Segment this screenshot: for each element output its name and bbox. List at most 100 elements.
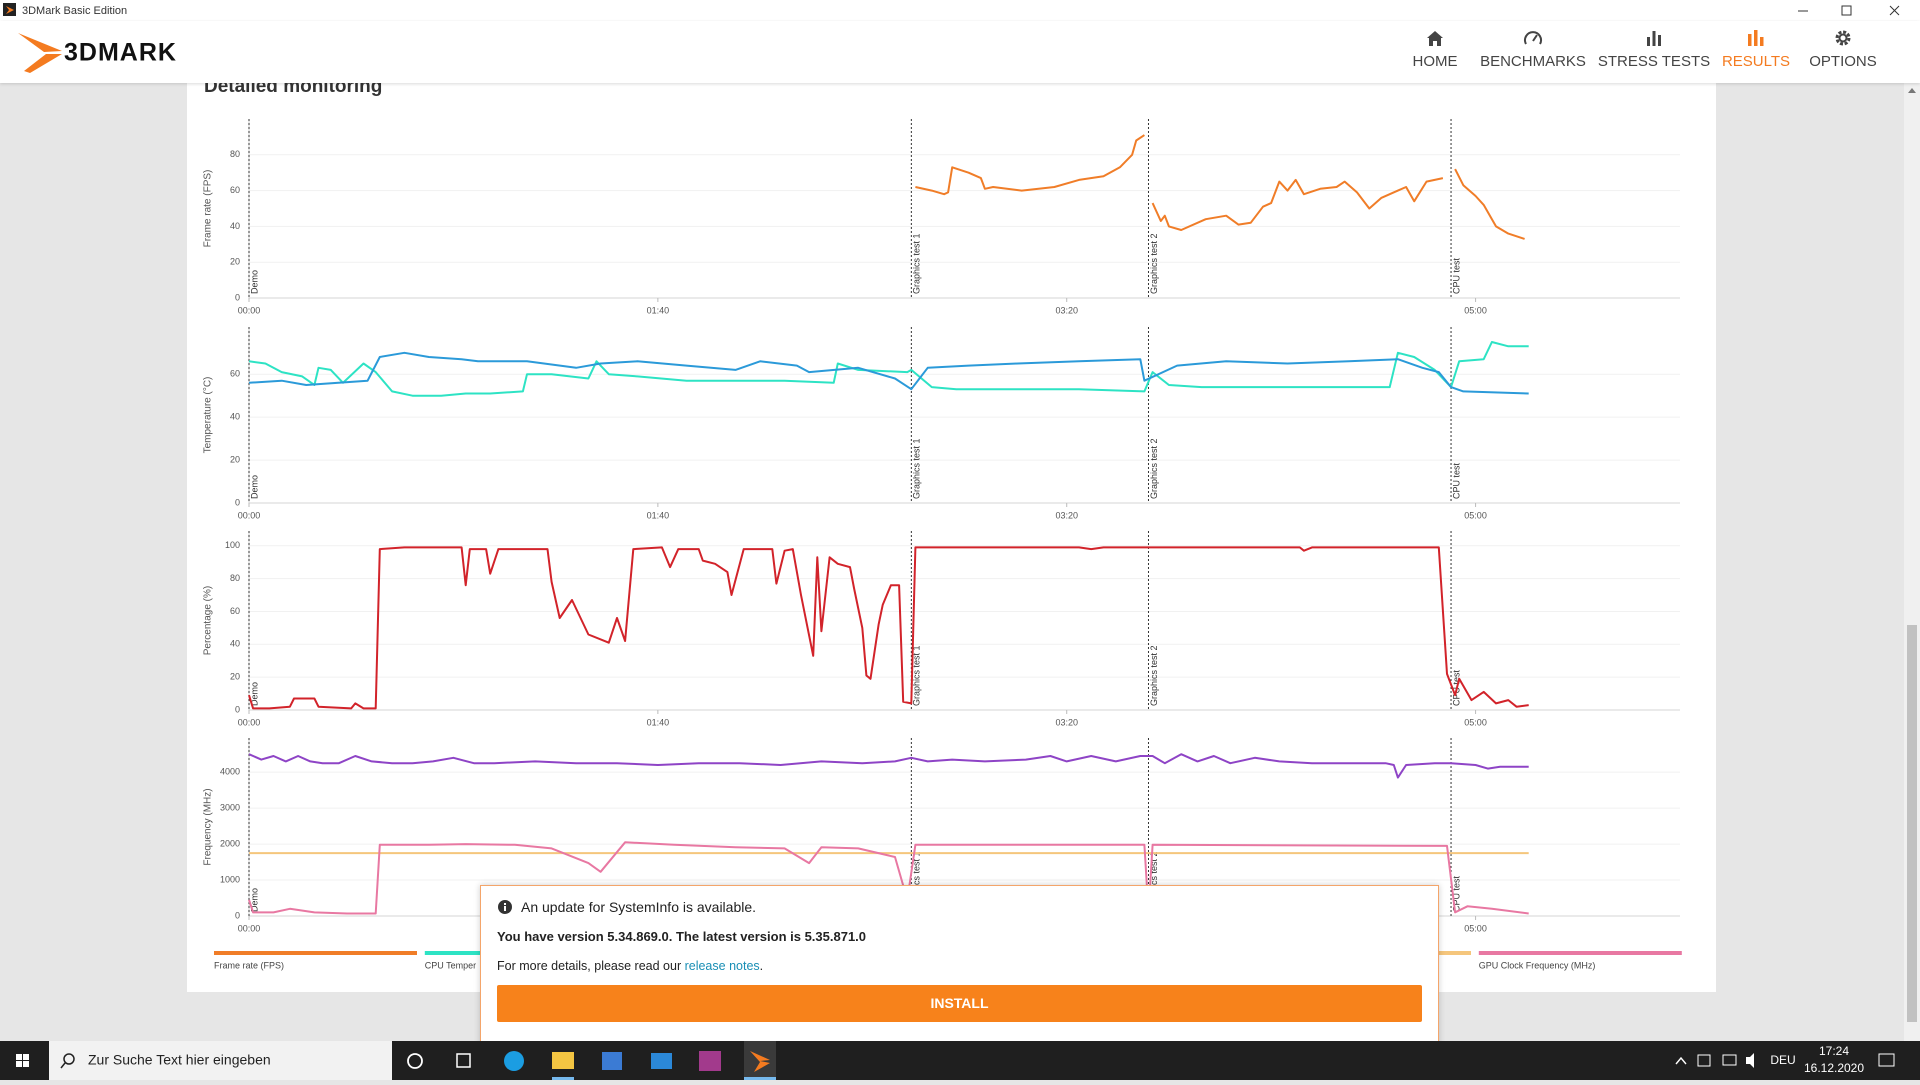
scroll-thumb[interactable] <box>1907 625 1917 1022</box>
y-tick-label: 0 <box>235 497 240 507</box>
x-tick-label: 03:20 <box>1055 305 1078 315</box>
details-text: For more details, please read our <box>497 959 685 973</box>
close-button[interactable] <box>1889 5 1900 16</box>
nav-results[interactable]: RESULTS <box>1691 29 1821 70</box>
x-tick-label: 05:00 <box>1464 510 1487 520</box>
3dmark-taskbar-icon[interactable] <box>750 1051 770 1072</box>
x-tick-label: 01:40 <box>647 717 670 727</box>
active-indicator <box>744 1077 776 1080</box>
x-tick-label: 03:20 <box>1055 717 1078 727</box>
bars-icon <box>1647 31 1661 46</box>
tray-icon[interactable] <box>1697 1054 1711 1067</box>
series-line <box>248 841 1529 915</box>
volume-icon[interactable] <box>1746 1053 1754 1068</box>
update-message: An update for SystemInfo is available. <box>521 899 757 915</box>
x-tick-label: 00:00 <box>238 510 261 520</box>
legend-label: Frame rate (FPS) <box>214 960 284 970</box>
nav-label: STRESS TESTS <box>1597 53 1711 70</box>
x-tick-label: 05:00 <box>1464 305 1487 315</box>
section-label: Graphics test 1 <box>912 438 922 499</box>
gear-icon <box>1835 30 1851 46</box>
nav-label: OPTIONS <box>1809 53 1877 70</box>
y-tick-label: 40 <box>230 639 240 649</box>
nav-home[interactable]: HOME <box>1370 29 1500 70</box>
release-notes-link[interactable]: release notes <box>684 959 760 973</box>
series-line <box>915 134 1525 240</box>
logo-text: 3DMARK <box>64 39 177 67</box>
app-header: 3DMARK HOME BENCHMARKS STRESS TESTS RESU… <box>0 21 1920 83</box>
notifications-icon[interactable] <box>1878 1053 1895 1067</box>
section-label: CPU test <box>1451 257 1461 294</box>
nav-label: HOME <box>1412 53 1458 70</box>
search-box[interactable] <box>49 1041 392 1080</box>
section-label: Graphics test 2 <box>1149 233 1159 294</box>
search-icon <box>63 1053 75 1065</box>
y-tick-label: 60 <box>230 185 240 195</box>
x-tick-label: 00:00 <box>238 305 261 315</box>
x-tick-label: 00:00 <box>238 717 261 727</box>
gauge-icon <box>1524 31 1542 45</box>
nav-stress-tests[interactable]: STRESS TESTS <box>1589 29 1719 70</box>
nav-options[interactable]: OPTIONS <box>1778 29 1908 70</box>
y-axis-title: Percentage (%) <box>203 586 214 655</box>
nav-label: BENCHMARKS <box>1480 53 1586 70</box>
cortana-icon[interactable] <box>407 1053 423 1069</box>
section-label: Demo <box>249 475 259 499</box>
y-tick-label: 60 <box>230 369 240 379</box>
store-icon[interactable] <box>602 1052 622 1070</box>
y-tick-label: 2000 <box>220 838 240 848</box>
y-tick-label: 1000 <box>220 874 240 884</box>
home-icon <box>1427 31 1443 46</box>
y-tick-label: 0 <box>235 292 240 302</box>
update-dialog: An update for SystemInfo is available. Y… <box>480 885 1439 1057</box>
y-tick-label: 100 <box>225 540 240 550</box>
logo-wedge <box>24 54 62 73</box>
section-label: CPU test <box>1451 462 1461 499</box>
series-line <box>248 351 1529 395</box>
scroll-up[interactable] <box>1908 88 1916 93</box>
start-button[interactable] <box>16 1054 29 1067</box>
section-label: CPU test <box>1451 875 1461 912</box>
x-tick-label: 01:40 <box>647 305 670 315</box>
section-label: Demo <box>249 888 259 912</box>
clock-time[interactable]: 17:24 <box>1819 1044 1849 1058</box>
mail-icon[interactable] <box>651 1053 672 1069</box>
series-line <box>248 546 1529 710</box>
clock-date[interactable]: 16.12.2020 <box>1804 1061 1864 1075</box>
y-tick-label: 80 <box>230 573 240 583</box>
task-view-icon[interactable] <box>456 1053 471 1068</box>
title-bar-graphics: 3DMark Basic Edition <box>3 3 1900 17</box>
tray-expand[interactable] <box>1675 1056 1687 1065</box>
search-icon-handle <box>60 1062 66 1069</box>
logo[interactable]: 3DMARK <box>0 21 260 83</box>
y-tick-label: 20 <box>230 257 240 267</box>
restore-button[interactable] <box>1841 5 1852 16</box>
section-label: Demo <box>249 270 259 294</box>
edge-icon[interactable] <box>504 1051 524 1071</box>
explorer-icon[interactable] <box>552 1052 574 1069</box>
x-tick-label: 01:40 <box>647 510 670 520</box>
section-label: Demo <box>249 682 259 706</box>
y-tick-label: 0 <box>235 910 240 920</box>
x-tick-label: 03:20 <box>1055 510 1078 520</box>
y-tick-label: 0 <box>235 704 240 714</box>
y-tick-label: 40 <box>230 221 240 231</box>
app-icon-mark <box>6 6 14 14</box>
details-end: . <box>759 959 764 973</box>
nav-benchmarks[interactable]: BENCHMARKS <box>1468 29 1598 70</box>
legend-label: CPU Temper <box>425 960 476 970</box>
language[interactable]: DEU <box>1770 1053 1795 1067</box>
install-button[interactable]: INSTALL <box>497 985 1422 1022</box>
section-label: Graphics test 2 <box>1149 851 1159 912</box>
scrollbar-graphics <box>1907 88 1917 1022</box>
legend-swatch <box>214 951 417 955</box>
nav-label: RESULTS <box>1721 53 1791 70</box>
scrollbar[interactable] <box>1904 83 1920 1041</box>
series-line <box>248 753 1529 779</box>
network-icon[interactable] <box>1722 1054 1737 1066</box>
y-tick-label: 20 <box>230 672 240 682</box>
active-indicator <box>552 1077 574 1080</box>
winrar-icon[interactable] <box>699 1051 721 1071</box>
x-tick-label: 05:00 <box>1464 923 1487 933</box>
section-label: Graphics test 1 <box>912 233 922 294</box>
